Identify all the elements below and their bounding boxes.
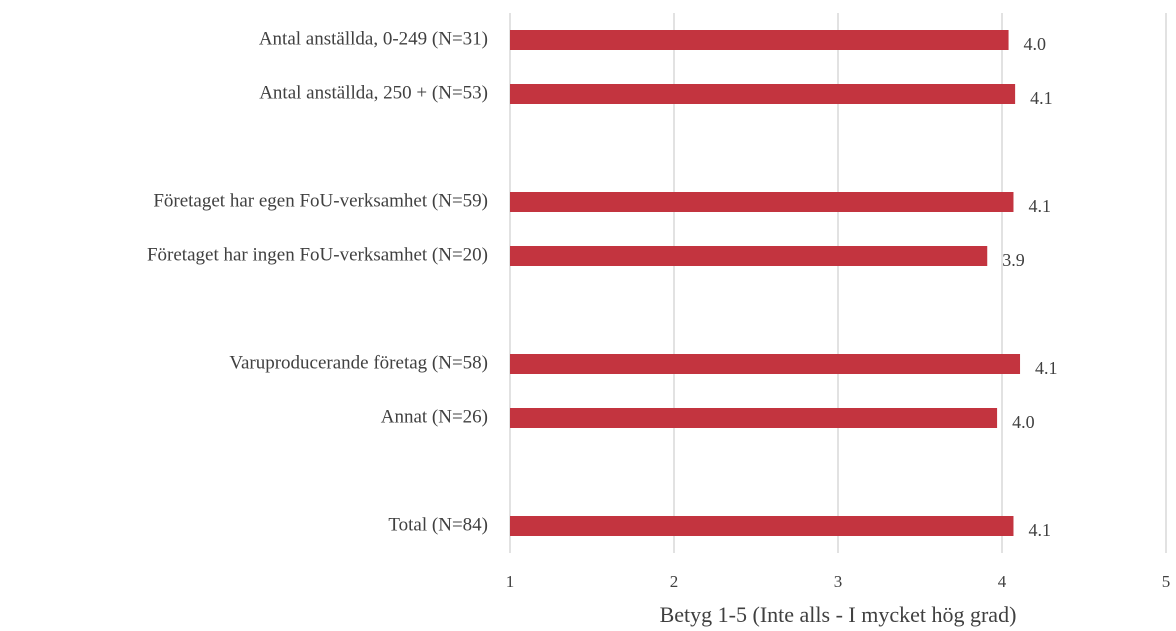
value-label: 4.1 [1030,88,1053,108]
value-label: 4.1 [1035,358,1058,378]
y-tick-label: Antal anställda, 250 + (N=53) [259,82,488,103]
y-tick-label: Annat (N=26) [381,406,488,427]
y-tick-label: Antal anställda, 0-249 (N=31) [259,28,488,49]
y-tick-label: Företaget har egen FoU-verksamhet (N=59) [153,190,488,211]
bar [510,192,1014,212]
y-tick-label: Företaget har ingen FoU-verksamhet (N=20… [147,244,488,265]
y-tick-label: Varuproducerande företag (N=58) [229,352,488,373]
value-label: 4.1 [1028,520,1051,540]
value-label: 3.9 [1002,250,1025,270]
value-label: 4.0 [1012,412,1035,432]
bar [510,246,988,266]
bar [510,354,1021,374]
y-tick-label: Total (N=84) [388,514,488,535]
value-label: 4.0 [1024,34,1047,54]
x-tick-label: 1 [506,572,515,591]
value-label: 4.1 [1028,196,1051,216]
bar [510,84,1016,104]
x-tick-label: 2 [670,572,679,591]
x-tick-label: 4 [998,572,1007,591]
x-axis-title: Betyg 1-5 (Inte alls - I mycket hög grad… [660,602,1017,627]
bar [510,408,998,428]
bar [510,30,1009,50]
bar [510,516,1014,536]
x-tick-label: 5 [1162,572,1171,591]
x-tick-label: 3 [834,572,843,591]
